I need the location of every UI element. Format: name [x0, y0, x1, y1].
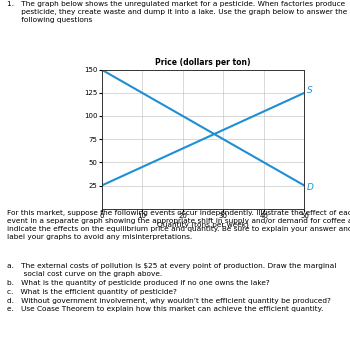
Text: D: D: [307, 183, 313, 192]
Text: a.   The external costs of pollution is $25 at every point of production. Draw t: a. The external costs of pollution is $2…: [7, 263, 336, 313]
Title: Price (dollars per ton): Price (dollars per ton): [155, 58, 251, 68]
Text: S: S: [307, 86, 312, 95]
X-axis label: Quantity (tons per week): Quantity (tons per week): [157, 222, 249, 228]
Text: 1.   The graph below shows the unregulated market for a pesticide. When factorie: 1. The graph below shows the unregulated…: [7, 1, 347, 23]
Text: For this market, suppose the following events occur independently. Illustrate th: For this market, suppose the following e…: [7, 210, 350, 240]
